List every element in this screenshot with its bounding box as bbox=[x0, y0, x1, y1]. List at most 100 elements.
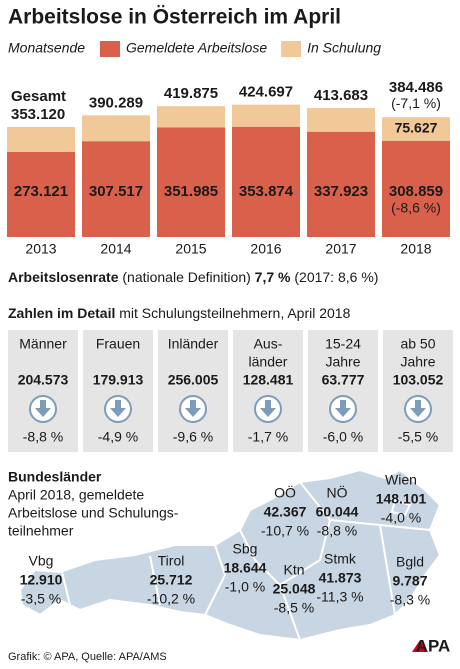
detail-value: 256.005 bbox=[168, 372, 219, 388]
legend-swatch bbox=[281, 41, 302, 57]
detail-heading: Zahlen im Detail mit Schulungsteilnehmer… bbox=[8, 305, 351, 321]
rate-previous: (2017: 8,6 %) bbox=[294, 269, 378, 285]
legend-label: In Schulung bbox=[307, 40, 381, 56]
value-label: 351.985 bbox=[164, 183, 218, 200]
legend-title: Monatsende bbox=[8, 40, 85, 56]
detail-label: länder bbox=[249, 354, 288, 370]
bar-segment bbox=[82, 115, 150, 142]
state-name: Ktn bbox=[283, 562, 304, 578]
detail-value: 103.052 bbox=[393, 372, 444, 388]
bar-segment bbox=[307, 131, 375, 237]
rate-definition: (nationale Definition) bbox=[122, 269, 250, 285]
rate-label: Arbeitslosenrate bbox=[8, 269, 119, 285]
down-arrow bbox=[335, 400, 351, 417]
detail-label: Jahre bbox=[325, 354, 360, 370]
state-name: OÖ bbox=[274, 484, 296, 501]
state-change: -10,7 % bbox=[261, 523, 309, 539]
x-tick-label: 2016 bbox=[250, 241, 281, 257]
states-subtitle: Arbeitslose und Schulungs- bbox=[8, 505, 179, 521]
value-label: 337.923 bbox=[314, 183, 368, 200]
x-tick-label: 2013 bbox=[25, 241, 56, 257]
x-tick-label: 2014 bbox=[100, 241, 131, 257]
detail-change: -4,9 % bbox=[98, 429, 138, 445]
detail-label: Aus- bbox=[254, 336, 283, 352]
state-value: 25.712 bbox=[150, 572, 193, 588]
x-tick-label: 2017 bbox=[325, 241, 356, 257]
detail-box bbox=[233, 330, 303, 452]
x-tick-label: 2018 bbox=[400, 241, 431, 257]
bar-segment bbox=[232, 126, 300, 237]
detail-box bbox=[158, 330, 228, 452]
down-arrow bbox=[35, 400, 51, 417]
detail-box bbox=[8, 330, 78, 452]
state-change: -11,3 % bbox=[316, 589, 363, 605]
detail-box bbox=[308, 330, 378, 452]
value-note: (-8,6 %) bbox=[391, 200, 441, 216]
state-value: 9.787 bbox=[392, 573, 427, 589]
state-change: -8,5 % bbox=[274, 600, 314, 616]
state-name: Vbg bbox=[29, 553, 54, 569]
state-value: 148.101 bbox=[376, 491, 427, 507]
bar-segment bbox=[7, 126, 75, 152]
down-arrow bbox=[260, 400, 276, 417]
total-label: 384.486 bbox=[389, 79, 443, 96]
detail-change: -6,0 % bbox=[323, 429, 363, 445]
down-arrow bbox=[410, 400, 426, 417]
detail-change: -8,8 % bbox=[23, 429, 63, 445]
detail-label: Inländer bbox=[168, 336, 219, 352]
state-name: Wien bbox=[385, 472, 417, 488]
detail-label: Jahre bbox=[400, 354, 435, 370]
down-arrow bbox=[110, 400, 126, 417]
bar-segment bbox=[7, 151, 75, 237]
bar-segment bbox=[82, 141, 150, 237]
state-value: 25.048 bbox=[273, 581, 316, 597]
total-label: 419.875 bbox=[164, 85, 218, 102]
rate-line: Arbeitslosenrate (nationale Definition) … bbox=[8, 269, 378, 285]
detail-label: Männer bbox=[19, 336, 67, 352]
total-label: 424.697 bbox=[239, 84, 293, 101]
value-label: 307.517 bbox=[89, 183, 143, 200]
state-value: 42.367 bbox=[264, 504, 307, 520]
detail-label: 15-24 bbox=[325, 336, 361, 352]
value-label: 273.121 bbox=[14, 183, 68, 200]
state-value: 41.873 bbox=[319, 570, 362, 586]
state-value: 60.044 bbox=[316, 504, 359, 520]
detail-box bbox=[383, 330, 453, 452]
detail-label: Frauen bbox=[96, 336, 140, 352]
total-label: 413.683 bbox=[314, 87, 368, 104]
x-tick-label: 2015 bbox=[175, 241, 206, 257]
bar-segment bbox=[307, 108, 375, 132]
state-change: -3,5 % bbox=[21, 591, 61, 607]
detail-box bbox=[83, 330, 153, 452]
value-label: 308.859 bbox=[389, 183, 443, 200]
states-subtitle: April 2018, gemeldete bbox=[8, 487, 144, 503]
state-name: Bgld bbox=[396, 554, 424, 570]
bar-segment bbox=[157, 106, 225, 128]
state-change: -8,8 % bbox=[317, 523, 357, 539]
bar-segment bbox=[157, 127, 225, 237]
value-label: 353.874 bbox=[239, 183, 294, 200]
state-name: Stmk bbox=[324, 551, 357, 567]
total-label: 390.289 bbox=[89, 94, 143, 111]
states-subtitle: teilnehmer bbox=[8, 523, 74, 539]
state-name: NÖ bbox=[327, 484, 348, 501]
state-name: Sbg bbox=[233, 541, 258, 557]
detail-title: Zahlen im Detail bbox=[8, 305, 115, 321]
state-name: Tirol bbox=[158, 553, 185, 569]
detail-value: 128.481 bbox=[243, 372, 294, 388]
bar-segment bbox=[232, 104, 300, 127]
total-note: (-7,1 %) bbox=[391, 95, 441, 111]
legend-label: Gemeldete Arbeitslose bbox=[126, 40, 267, 56]
detail-value: 63.777 bbox=[322, 372, 365, 388]
state-change: -4,0 % bbox=[381, 510, 421, 526]
bar-segment bbox=[382, 117, 450, 141]
detail-subtitle: mit Schulungsteilnehmern, April 2018 bbox=[119, 305, 350, 321]
state-change: -8,3 % bbox=[390, 592, 430, 608]
bar-segment bbox=[382, 140, 450, 237]
state-change: -10,2 % bbox=[147, 591, 195, 607]
state-change: -1,0 % bbox=[225, 579, 265, 595]
value-label: 75.627 bbox=[395, 120, 438, 136]
total-label: 353.120 bbox=[11, 106, 65, 123]
state-value: 12.910 bbox=[20, 572, 63, 588]
logo-mark bbox=[412, 640, 428, 652]
